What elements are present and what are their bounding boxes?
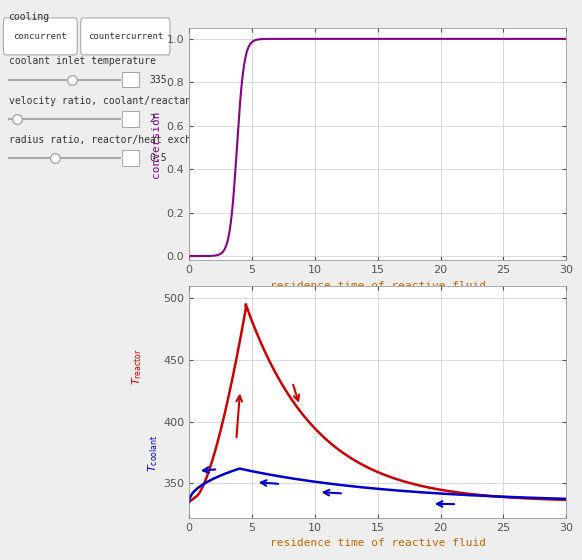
Text: cooling: cooling — [9, 12, 49, 22]
Text: $T_{\mathregular{coolant}}$: $T_{\mathregular{coolant}}$ — [146, 434, 159, 472]
FancyBboxPatch shape — [122, 72, 139, 87]
Text: 335: 335 — [150, 75, 167, 85]
Y-axis label: conversion: conversion — [151, 110, 161, 178]
FancyBboxPatch shape — [3, 18, 77, 55]
Text: 0.5: 0.5 — [150, 153, 167, 164]
X-axis label: residence time of reactive fluid: residence time of reactive fluid — [269, 538, 486, 548]
FancyBboxPatch shape — [81, 18, 170, 55]
Text: coolant inlet temperature: coolant inlet temperature — [9, 57, 155, 67]
FancyBboxPatch shape — [122, 150, 139, 166]
Text: concurrent: concurrent — [13, 32, 68, 41]
X-axis label: residence time of reactive fluid: residence time of reactive fluid — [269, 281, 486, 291]
Text: velocity ratio, coolant/reactant: velocity ratio, coolant/reactant — [9, 96, 197, 106]
Text: countercurrent: countercurrent — [88, 32, 163, 41]
Text: 2: 2 — [150, 114, 155, 124]
FancyBboxPatch shape — [122, 111, 139, 127]
Text: $T_{\mathregular{reactor}}$: $T_{\mathregular{reactor}}$ — [131, 348, 144, 385]
Text: radius ratio, reactor/heat exchanger: radius ratio, reactor/heat exchanger — [9, 135, 220, 145]
